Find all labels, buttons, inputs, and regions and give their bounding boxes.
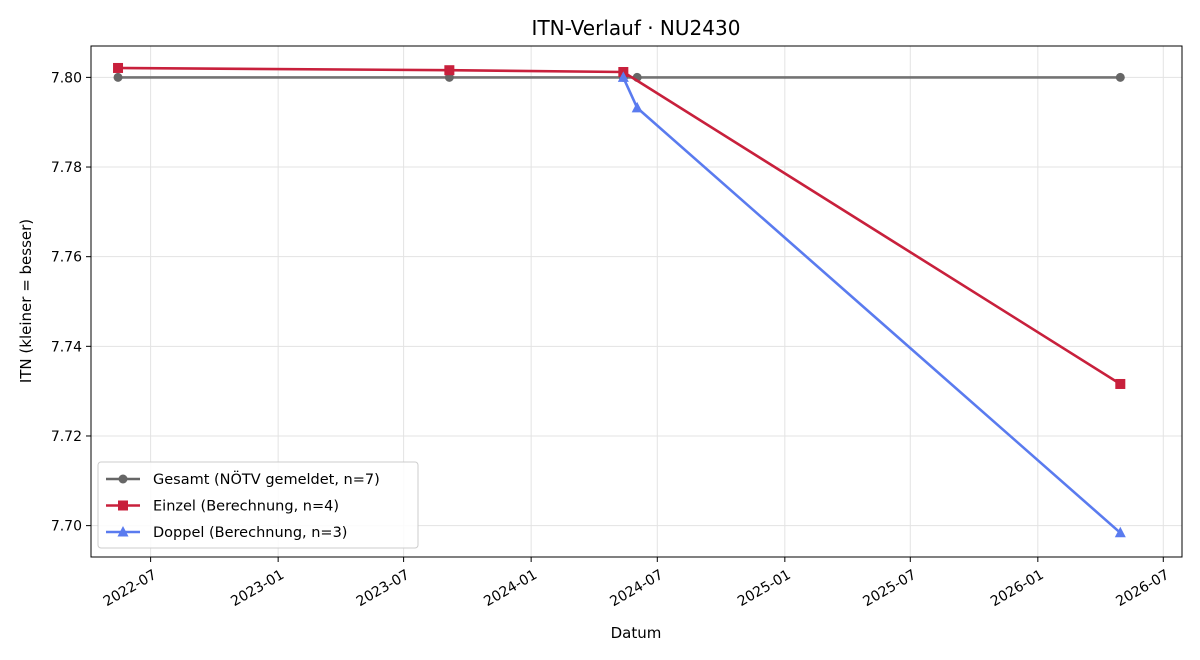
y-tick-label: 7.70 [51, 519, 82, 535]
plot-frame [90, 45, 1183, 558]
x-tick-label: 2023-07 [354, 567, 413, 610]
y-tick-label: 7.78 [51, 160, 82, 176]
legend-label: Einzel (Berechnung, n=4) [153, 499, 339, 515]
data-point [113, 62, 124, 73]
series-lines [113, 62, 1126, 538]
series-line [117, 66, 1121, 386]
legend: Gesamt (NÖTV gemeldet, n=7) Einzel (Berec… [97, 461, 419, 549]
x-tick-label: 2025-07 [860, 567, 919, 610]
data-point [1114, 526, 1126, 538]
legend-entry: Gesamt (NÖTV gemeldet, n=7) [106, 470, 380, 488]
data-point [617, 71, 629, 82]
chart-title: ITN-Verlauf · NU2430 [532, 16, 741, 40]
x-axis-label: Datum [611, 624, 662, 642]
legend-marker [118, 474, 128, 484]
x-tick-label: 2024-07 [607, 567, 666, 610]
series-line [622, 76, 1122, 534]
x-tick-label: 2023-01 [228, 567, 287, 610]
legend-marker [117, 526, 129, 537]
x-tick-label: 2022-07 [101, 567, 160, 610]
grid [91, 46, 1182, 557]
series-3 [617, 71, 1126, 538]
x-tick-label: 2026-07 [1113, 567, 1172, 610]
legend-entry: Doppel (Berechnung, n=3) [106, 525, 347, 541]
y-tick-label: 7.80 [51, 70, 82, 86]
series-2 [113, 62, 1126, 389]
data-point [1115, 72, 1125, 82]
data-point [631, 101, 643, 113]
y-axis-label: ITN (kleiner = besser) [17, 219, 35, 383]
data-point [444, 65, 455, 76]
x-axis: 2022-07 2023-01 2023-07 2024-01 2024-07 2025-… [101, 557, 1172, 610]
x-tick-label: 2026-01 [988, 567, 1047, 610]
x-tick-label: 2025-01 [735, 567, 794, 610]
data-point [1115, 378, 1126, 389]
y-tick-label: 7.76 [51, 250, 82, 266]
legend-label: Gesamt (NÖTV gemeldet, n=7) [153, 470, 380, 488]
legend-entry: Einzel (Berechnung, n=4) [106, 499, 339, 515]
y-axis: 7.70 7.72 7.74 7.76 7.78 7.80 [51, 70, 91, 535]
legend-box [97, 461, 419, 549]
data-point [113, 72, 123, 82]
x-tick-label: 2024-01 [481, 567, 540, 610]
legend-marker [118, 500, 128, 511]
y-tick-label: 7.72 [51, 429, 82, 445]
y-tick-label: 7.74 [51, 339, 82, 355]
legend-label: Doppel (Berechnung, n=3) [153, 525, 347, 541]
